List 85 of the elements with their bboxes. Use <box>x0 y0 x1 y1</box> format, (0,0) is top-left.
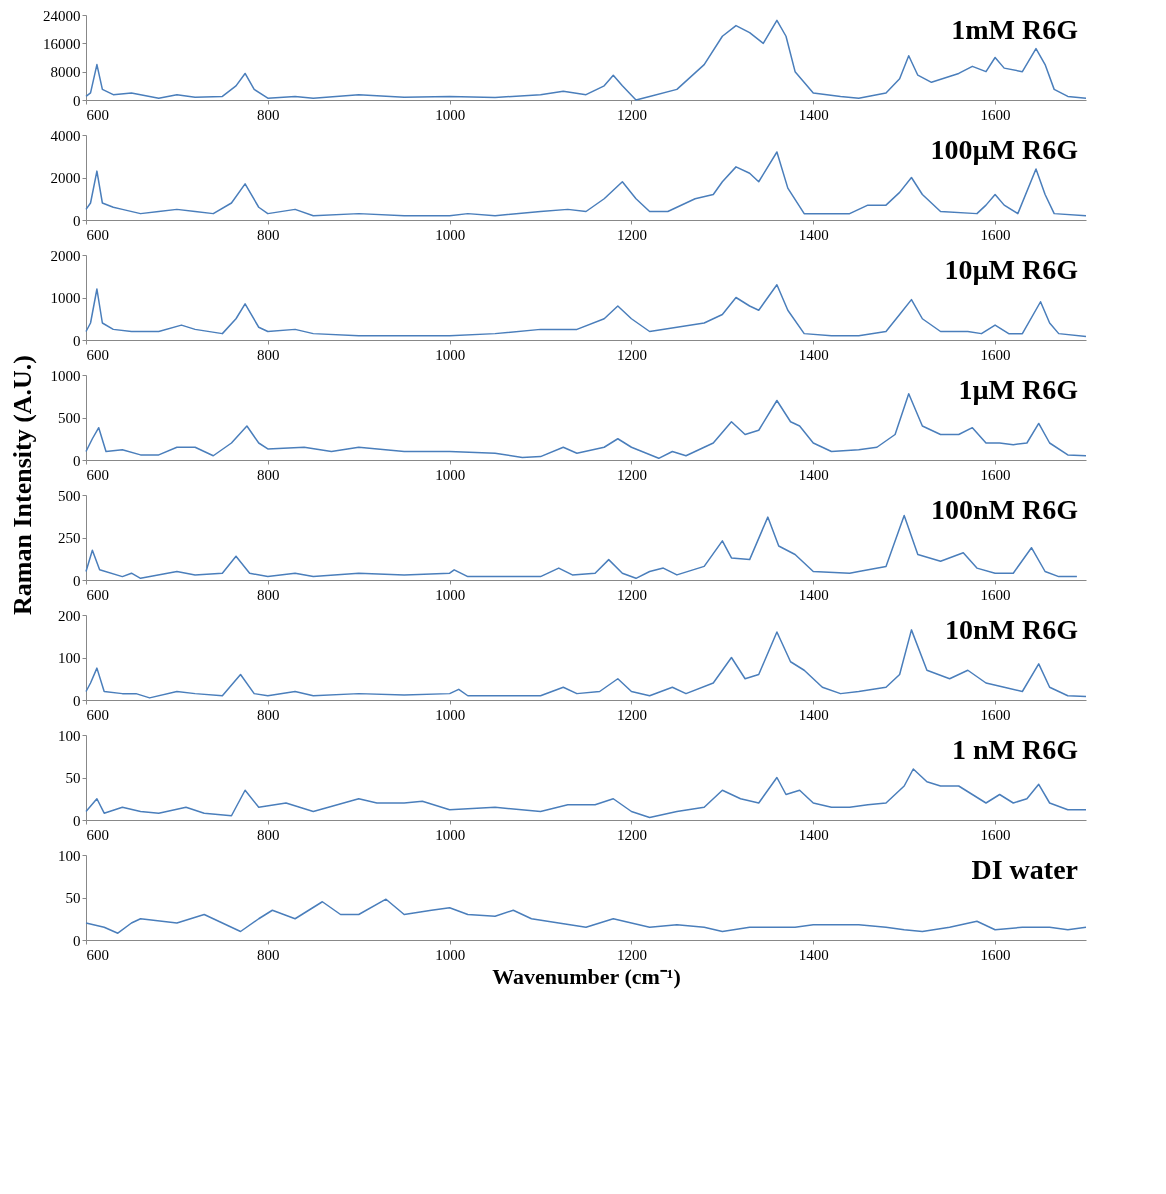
x-tick-label: 1600 <box>980 706 1011 723</box>
y-tick-label: 500 <box>58 410 81 426</box>
y-tick-label: 100 <box>58 847 81 864</box>
y-tick-label: 50 <box>65 890 81 906</box>
y-tick-label: 16000 <box>43 35 81 52</box>
y-tick-label: 2000 <box>50 170 81 186</box>
x-tick-label: 1000 <box>435 466 466 483</box>
x-tick-label: 1400 <box>798 346 829 363</box>
y-tick-label: 500 <box>58 487 81 504</box>
x-tick-label: 1200 <box>616 466 647 483</box>
x-tick-label: 1400 <box>798 106 829 123</box>
annotation: 10µM R6G <box>944 254 1079 285</box>
x-tick-label: 600 <box>86 706 109 723</box>
x-tick-label: 800 <box>257 346 280 363</box>
x-tick-label: 1200 <box>616 346 647 363</box>
x-tick-label: 1000 <box>435 586 466 603</box>
x-tick-label: 1600 <box>980 466 1011 483</box>
x-tick-label: 1200 <box>616 586 647 603</box>
x-tick-label: 1000 <box>435 946 466 963</box>
y-tick-label: 100 <box>58 727 81 744</box>
x-tick-label: 1200 <box>616 706 647 723</box>
x-axis-title: Wavenumber (cm⁻¹) <box>492 963 681 989</box>
y-tick-label: 0 <box>73 92 81 109</box>
x-tick-label: 800 <box>257 586 280 603</box>
x-tick-label: 1200 <box>616 106 647 123</box>
y-tick-label: 2000 <box>50 247 81 264</box>
x-tick-label: 1600 <box>980 346 1011 363</box>
x-tick-label: 800 <box>257 826 280 843</box>
y-tick-label: 0 <box>73 572 81 589</box>
y-tick-label: 0 <box>73 812 81 829</box>
line-series <box>85 19 1087 101</box>
y-tick-label: 250 <box>58 530 81 546</box>
x-tick-label: 800 <box>257 946 280 963</box>
x-tick-label: 1200 <box>616 826 647 843</box>
annotation: 10nM R6G <box>945 614 1079 645</box>
x-tick-label: 1200 <box>616 226 647 243</box>
x-tick-label: 1600 <box>980 946 1011 963</box>
x-tick-label: 1400 <box>798 466 829 483</box>
y-tick-label: 1000 <box>50 290 81 306</box>
y-tick-label: 24000 <box>43 7 81 24</box>
x-tick-label: 600 <box>86 946 109 963</box>
y-tick-label: 0 <box>73 692 81 709</box>
y-tick-label: 0 <box>73 212 81 229</box>
annotation: 1 nM R6G <box>952 734 1079 765</box>
x-tick-label: 1600 <box>980 106 1011 123</box>
x-tick-label: 1400 <box>798 946 829 963</box>
x-tick-label: 800 <box>257 106 280 123</box>
annotation: 1mM R6G <box>951 14 1079 45</box>
x-tick-label: 600 <box>86 826 109 843</box>
annotation: 100nM R6G <box>931 494 1079 525</box>
x-tick-label: 1000 <box>435 826 466 843</box>
annotation: 100µM R6G <box>930 134 1079 165</box>
x-tick-label: 1000 <box>435 226 466 243</box>
x-tick-label: 800 <box>257 706 280 723</box>
x-tick-label: 1400 <box>798 826 829 843</box>
y-tick-label: 0 <box>73 452 81 469</box>
line-series <box>85 898 1087 934</box>
y-tick-label: 4000 <box>50 127 81 144</box>
x-tick-label: 1000 <box>435 346 466 363</box>
annotation: DI water <box>971 854 1078 885</box>
y-tick-label: 50 <box>65 770 81 786</box>
y-axis-title: Raman Intensity (A.U.) <box>8 355 37 615</box>
x-tick-label: 1600 <box>980 226 1011 243</box>
x-tick-label: 1400 <box>798 706 829 723</box>
x-tick-label: 600 <box>86 586 109 603</box>
x-tick-label: 1400 <box>798 226 829 243</box>
y-tick-label: 0 <box>73 932 81 949</box>
x-tick-label: 800 <box>257 466 280 483</box>
x-tick-label: 600 <box>86 106 109 123</box>
x-tick-label: 600 <box>86 346 109 363</box>
x-tick-label: 600 <box>86 226 109 243</box>
x-tick-label: 800 <box>257 226 280 243</box>
x-tick-label: 1200 <box>616 946 647 963</box>
y-tick-label: 200 <box>58 607 81 624</box>
y-tick-label: 8000 <box>50 64 81 81</box>
y-tick-label: 0 <box>73 332 81 349</box>
x-tick-label: 1000 <box>435 106 466 123</box>
annotation: 1µM R6G <box>958 374 1079 405</box>
y-tick-label: 100 <box>58 650 81 666</box>
x-tick-label: 1600 <box>980 826 1011 843</box>
x-tick-label: 1600 <box>980 586 1011 603</box>
x-tick-label: 1000 <box>435 706 466 723</box>
x-tick-label: 600 <box>86 466 109 483</box>
x-tick-label: 1400 <box>798 586 829 603</box>
y-tick-label: 1000 <box>50 367 81 384</box>
